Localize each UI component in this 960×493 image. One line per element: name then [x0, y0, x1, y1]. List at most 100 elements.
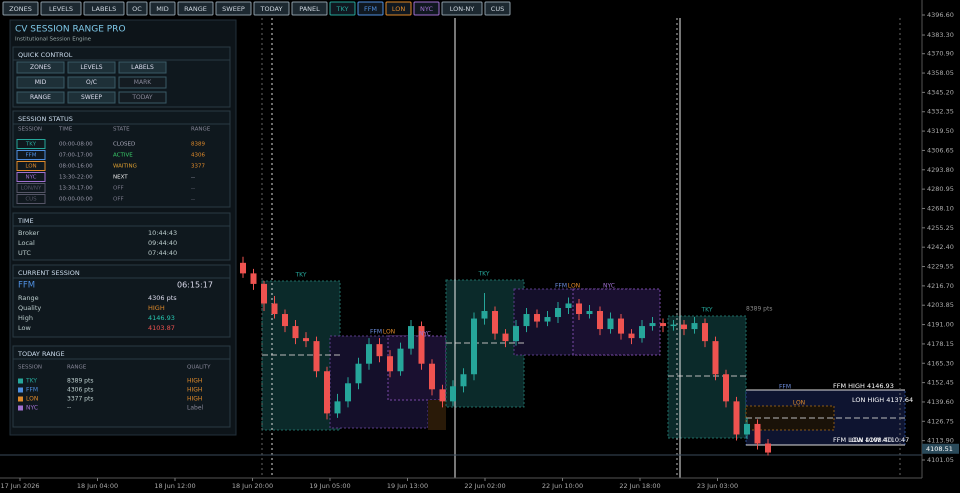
candle-body — [586, 311, 593, 315]
toolbar-button-label[interactable]: SWEEP — [222, 5, 245, 13]
session-cell: 00:00-08:00 — [59, 142, 93, 148]
toolbar-button[interactable] — [83, 1, 125, 16]
toolbar-button[interactable] — [253, 1, 290, 16]
candle-body — [660, 323, 666, 327]
x-tick-label: 19 Jun 05:00 — [309, 482, 350, 490]
session-cell: ACTIVE — [113, 153, 133, 159]
quick-button-label[interactable]: LABELS — [131, 64, 154, 71]
session-cell: CUS — [25, 197, 37, 203]
quick-button-label[interactable]: MARK — [134, 79, 152, 86]
today-cell: HIGH — [187, 396, 202, 403]
quick-button-label[interactable]: SWEEP — [81, 94, 102, 101]
x-tick-label: 18 Jun 04:00 — [77, 482, 118, 490]
candle-body — [670, 324, 677, 327]
toolbar-button[interactable] — [291, 1, 328, 16]
quick-button-label[interactable]: ZONES — [30, 64, 51, 71]
toolbar-button-label[interactable]: NYC — [420, 5, 433, 13]
candle-body — [261, 283, 267, 304]
x-tick-label: 17 Jun 2026 — [0, 482, 39, 490]
quick-button[interactable] — [67, 61, 116, 74]
toolbar-button-label[interactable]: PANEL — [299, 5, 320, 13]
y-tick-label: 4358.05 — [927, 69, 954, 77]
toolbar-button-label[interactable]: TODAY — [260, 5, 283, 13]
time-cell: 07:44:40 — [148, 249, 177, 257]
toolbar-button[interactable] — [126, 1, 148, 16]
y-tick-label: 4242.40 — [927, 243, 954, 251]
candle-body — [628, 333, 635, 339]
toolbar-button[interactable] — [385, 1, 412, 16]
toolbar-button-label[interactable]: ZONES — [9, 5, 32, 13]
quick-button[interactable] — [67, 91, 116, 104]
session-cell: -- — [191, 197, 195, 203]
toolbar-button[interactable] — [329, 1, 356, 16]
candle-body — [250, 273, 257, 284]
session-label: NYC — [603, 283, 615, 290]
toolbar-button[interactable] — [357, 1, 384, 16]
toolbar-button-label[interactable]: MID — [156, 5, 169, 13]
quick-button[interactable] — [16, 76, 65, 89]
quick-button[interactable] — [16, 91, 65, 104]
candles — [240, 256, 771, 456]
quick-button-label[interactable]: RANGE — [30, 94, 51, 101]
level-label: FFM HIGH 4146.93 — [833, 382, 894, 390]
session-badge — [16, 150, 46, 160]
quick-button-label[interactable]: O/C — [86, 79, 97, 86]
toolbar-button[interactable] — [484, 1, 511, 16]
session-cell: WAITING — [113, 164, 137, 170]
quick-button-label[interactable]: TODAY — [131, 94, 153, 101]
toolbar-button-label[interactable]: RANGE — [184, 5, 207, 13]
countdown: 06:15:17 — [177, 281, 213, 290]
y-tick-label: 4191.00 — [927, 321, 954, 329]
toolbar-button[interactable] — [177, 1, 214, 16]
candle-body — [481, 311, 488, 319]
toolbar-button-label[interactable]: FFM — [364, 5, 377, 13]
session-cell: 00:00-00:00 — [59, 197, 93, 203]
session-cell: NYC — [25, 175, 36, 181]
toolbar-button[interactable] — [413, 1, 440, 16]
column-header: QUALITY — [187, 365, 211, 371]
session-label: TKY — [700, 307, 712, 314]
quick-button[interactable] — [118, 61, 167, 74]
quick-button[interactable] — [118, 91, 167, 104]
current-cell: High — [18, 314, 33, 322]
toolbar-button-label[interactable]: LON-NY — [450, 5, 475, 13]
today-cell: HIGH — [187, 378, 202, 385]
toolbar: ZONES LEVELS LABELS OC MID RANGE SWEEP TODAY PAN… — [2, 1, 511, 16]
quick-button[interactable] — [16, 61, 65, 74]
toolbar-button[interactable] — [215, 1, 252, 16]
current-cell: Low — [18, 324, 31, 332]
candle-body — [492, 311, 498, 334]
candle-body — [418, 326, 425, 364]
toolbar-button-label[interactable]: LON — [392, 5, 406, 13]
time-cell: Local — [18, 239, 35, 247]
current-price-label: 4108.51 — [926, 445, 953, 453]
toolbar-button-label[interactable]: OC — [132, 5, 142, 13]
candle-body — [691, 323, 698, 330]
candle-body — [240, 262, 246, 274]
toolbar-button[interactable] — [40, 1, 82, 16]
toolbar-button[interactable] — [2, 1, 39, 16]
candle-body — [334, 401, 341, 414]
candle-body — [366, 344, 372, 364]
candle-body — [513, 326, 519, 342]
y-tick-label: 4268.10 — [927, 204, 954, 212]
quick-button-label[interactable]: LEVELS — [80, 64, 102, 71]
toolbar-button[interactable] — [149, 1, 176, 16]
level-label: LON LOW 4110.47 — [850, 436, 909, 444]
column-header: SESSION — [18, 127, 42, 133]
time-cell: 10:44:43 — [148, 229, 177, 237]
toolbar-button-label[interactable]: LEVELS — [49, 5, 73, 13]
toolbar-button-label[interactable]: LABELS — [92, 5, 117, 13]
toolbar-button-label[interactable]: CUS — [491, 5, 504, 13]
quick-button[interactable] — [118, 76, 167, 89]
session-label: 8389 pts — [746, 306, 772, 313]
candle-body — [303, 338, 309, 342]
quick-button-label[interactable]: MID — [35, 79, 47, 86]
toolbar-button[interactable] — [441, 1, 483, 16]
candle-body — [460, 374, 467, 387]
session-cell: NEXT — [113, 175, 128, 181]
toolbar-button-label[interactable]: TKY — [336, 5, 349, 13]
quick-button[interactable] — [67, 76, 116, 89]
today-cell: 8389 pts — [67, 378, 93, 385]
